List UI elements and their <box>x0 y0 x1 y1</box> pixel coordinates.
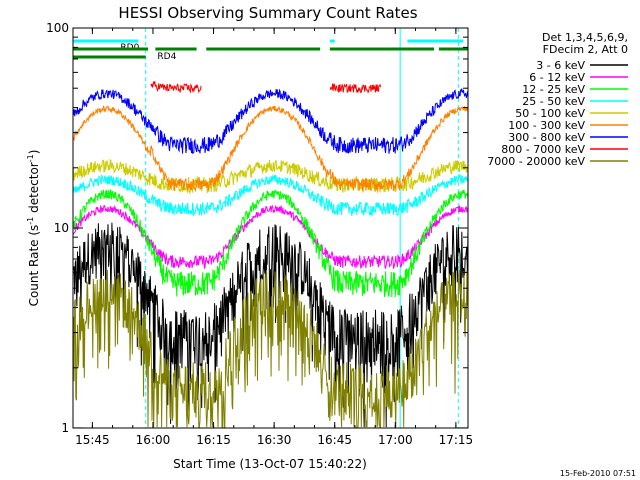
legend-label-1: 6 - 12 keV <box>529 71 585 84</box>
x-tick-label-6: 17:15 <box>439 433 474 447</box>
x-tick-label-1: 16:00 <box>136 433 171 447</box>
legend: Det 1,3,4,5,6,9, FDecim 2, Att 0 3 - 6 k… <box>487 31 628 168</box>
y-tick-label-0: 1 <box>61 421 69 435</box>
y-tick-label-1: 10 <box>54 221 69 235</box>
y-label-sup1: -1 <box>26 217 35 225</box>
y-label-main: Count Rate (s <box>27 225 41 307</box>
series-line-5 <box>72 105 469 193</box>
legend-header-1: Det 1,3,4,5,6,9, <box>542 31 628 44</box>
axes: 15:45 16:00 16:15 16:30 16:45 17:00 17:15 1 10 10… <box>46 21 473 447</box>
series-line-2 <box>72 189 469 298</box>
legend-label-5: 100 - 300 keV <box>508 119 585 132</box>
y-axis-label: Count Rate (s-1 detector-1) <box>26 150 41 307</box>
legend-label-7: 800 - 7000 keV <box>501 143 585 156</box>
y-tick-label-2: 100 <box>46 21 69 35</box>
series-group <box>72 80 469 428</box>
legend-label-0: 3 - 6 keV <box>536 59 585 72</box>
series-line-7 <box>150 80 381 94</box>
x-tick-label-2: 16:15 <box>196 433 231 447</box>
x-tick-label-0: 15:45 <box>75 433 110 447</box>
legend-label-6: 300 - 800 keV <box>508 131 585 144</box>
legend-label-3: 25 - 50 keV <box>522 95 585 108</box>
legend-label-4: 50 - 100 keV <box>515 107 585 120</box>
x-tick-label-5: 17:00 <box>378 433 413 447</box>
series-line-3 <box>72 173 469 218</box>
timestamp: 15-Feb-2010 07:51 <box>560 469 636 478</box>
series-line-0 <box>73 222 469 428</box>
legend-label-8: 7000 - 20000 keV <box>487 155 585 168</box>
legend-header-2: FDecim 2, Att 0 <box>543 43 628 56</box>
y-label-mid: detector <box>27 162 41 217</box>
flag-label-1: RD4 <box>157 52 176 62</box>
x-axis-label: Start Time (13-Oct-07 15:40:22) <box>173 457 367 471</box>
y-label-sup2: -1 <box>26 154 35 162</box>
mode-flags: RD0RD4 <box>73 39 468 62</box>
legend-label-2: 12 - 25 keV <box>522 83 585 96</box>
x-tick-label-4: 16:45 <box>317 433 352 447</box>
x-tick-label-3: 16:30 <box>257 433 292 447</box>
y-label-end: ) <box>27 150 41 155</box>
series-line-8 <box>72 269 469 428</box>
series-line-6 <box>72 87 469 154</box>
chart-title: HESSI Observing Summary Count Rates <box>118 4 417 22</box>
